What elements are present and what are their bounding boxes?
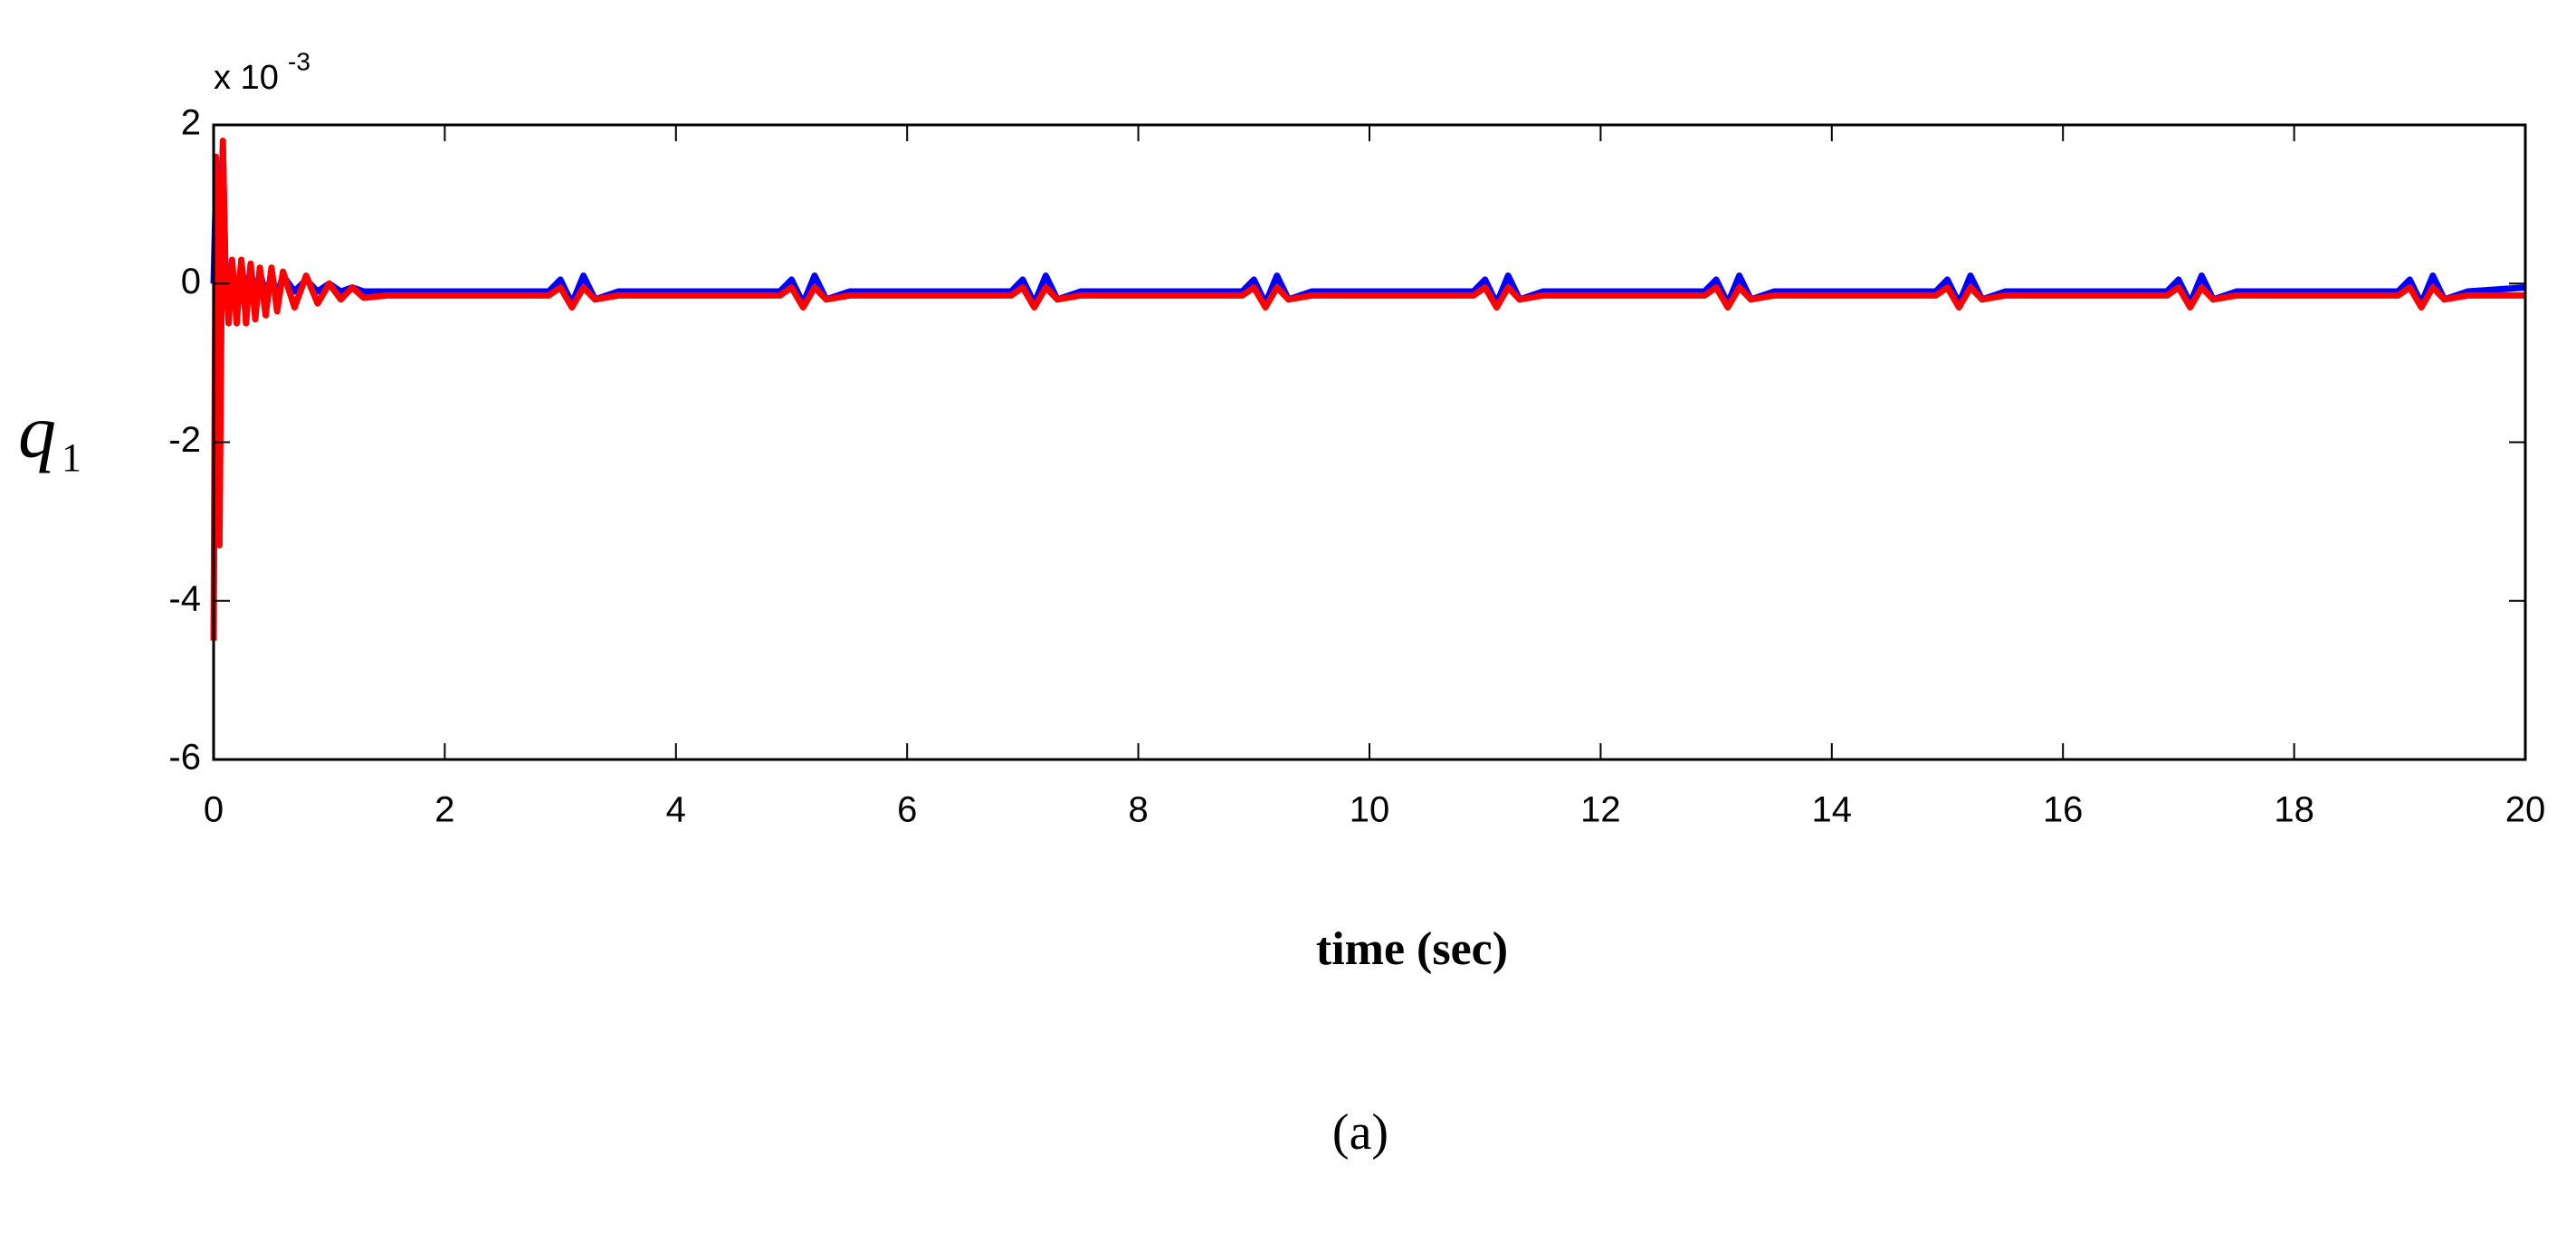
y-tick-label: -4 [168,578,201,618]
plot-area [214,125,2525,760]
y-axis-label-subscript: 1 [62,435,81,480]
x-tick-label: 4 [666,790,686,830]
y-tick-label: 0 [181,262,201,301]
x-tick-label: 20 [2505,790,2546,830]
x-tick-label: 18 [2274,790,2314,830]
exponent-label: x 10 [214,59,279,97]
x-tick-label: 2 [434,790,454,830]
caption: (a) [1332,1104,1388,1161]
x-tick-label: 0 [204,790,224,830]
plot-frame [212,123,2527,761]
x-tick-label: 16 [2043,790,2084,830]
x-tick-label: 14 [1812,790,1853,830]
data-line [210,138,2525,641]
y-tick-label: -6 [168,738,201,778]
y-tick-label: 2 [181,103,201,143]
x-tick-label: 6 [897,790,917,830]
y-tick-label: -2 [168,420,201,460]
x-axis-label: time (sec) [1316,923,1508,975]
y-axis-label: q [18,389,56,473]
exponent-power: -3 [288,47,310,75]
x-tick-label: 8 [1128,790,1148,830]
x-tick-label: 10 [1350,790,1390,830]
x-tick-label: 12 [1580,790,1621,830]
